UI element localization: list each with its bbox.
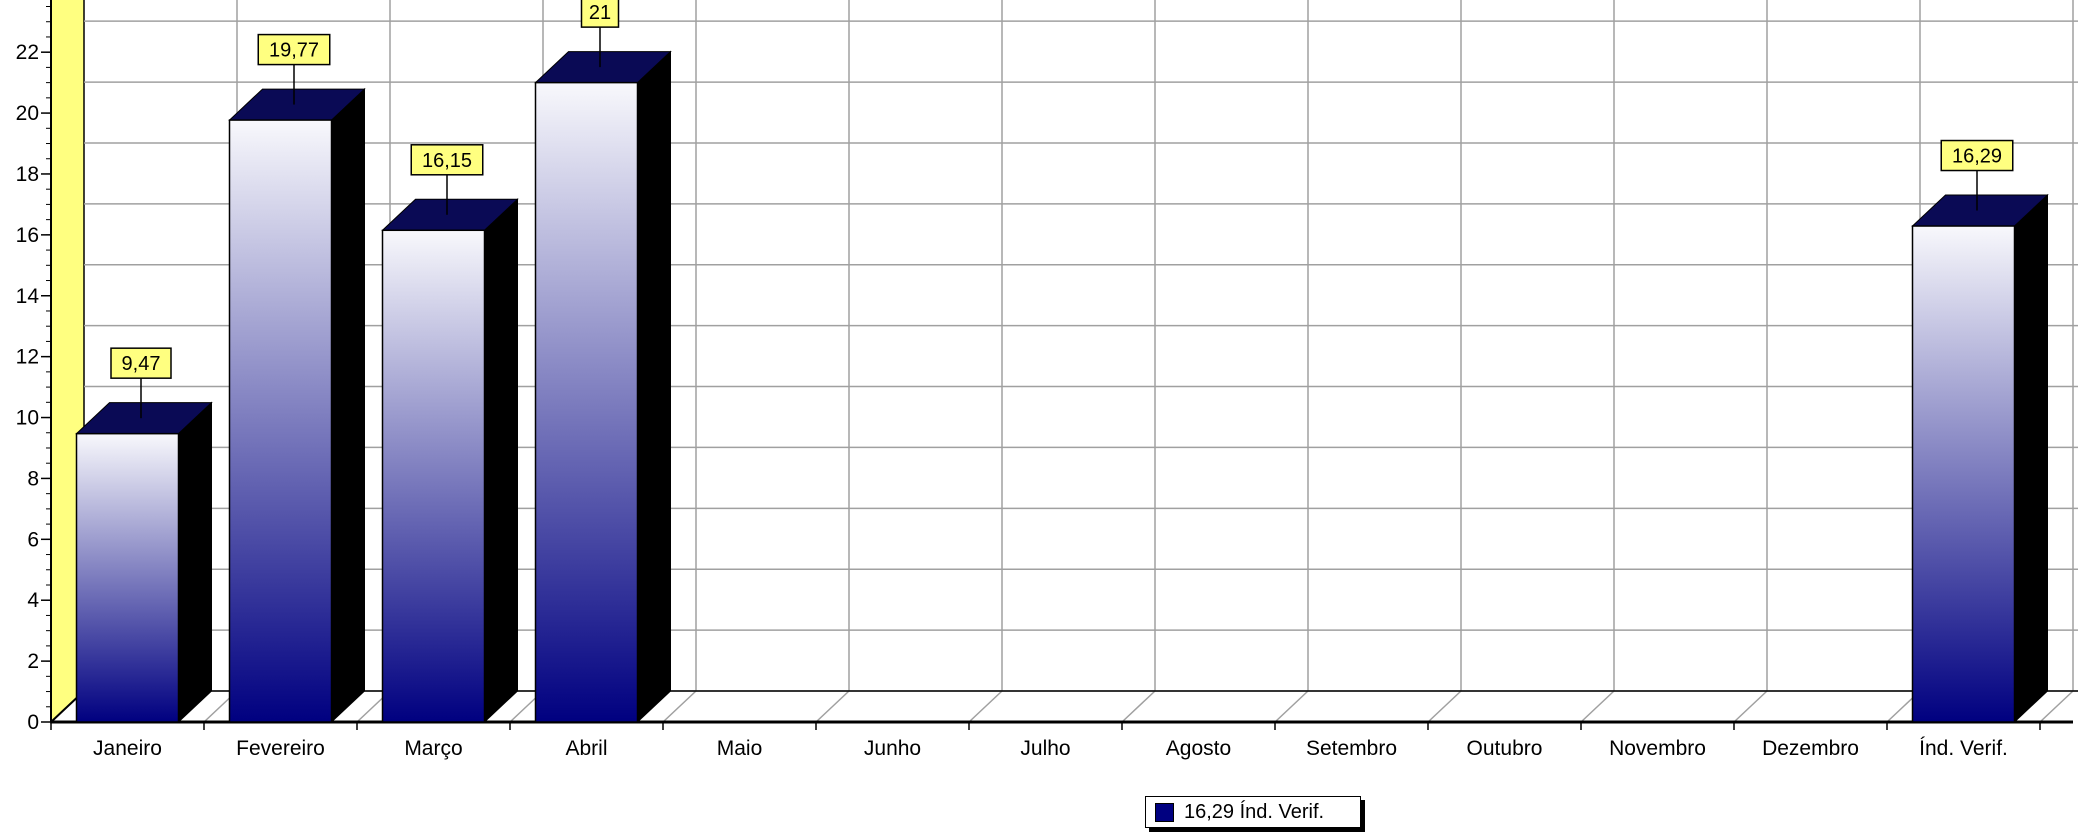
- data-label: 9,47: [110, 347, 172, 419]
- data-label: 16,15: [410, 144, 484, 215]
- x-tick-label: Agosto: [1166, 737, 1231, 760]
- legend: 16,29 Índ. Verif.: [1145, 796, 1361, 828]
- data-label: 21: [580, 0, 620, 68]
- bar: [534, 50, 672, 724]
- floor-gridline: [1121, 690, 1156, 723]
- legend-swatch: [1155, 802, 1174, 822]
- x-tick-label: Dezembro: [1762, 737, 1859, 760]
- bar-front: [228, 119, 333, 723]
- data-label-box: [110, 347, 172, 379]
- bar: [1911, 193, 2049, 724]
- floor-gridline: [2039, 690, 2074, 723]
- floor-gridline: [968, 690, 1003, 723]
- y-tick-label: 16: [16, 224, 39, 247]
- x-tick-label: Novembro: [1609, 737, 1706, 760]
- x-tick-label: Abril: [565, 737, 607, 760]
- data-label-text: 19,77: [269, 40, 319, 62]
- data-label: 16,29: [1940, 139, 2014, 211]
- data-label-text: 16,29: [1952, 146, 2002, 168]
- floor-gridline: [662, 690, 697, 723]
- data-label: 19,77: [257, 33, 331, 105]
- bar-front: [75, 432, 180, 723]
- y-tick-label: 0: [27, 711, 39, 734]
- data-label-box: [257, 33, 331, 66]
- data-label-box: [1940, 139, 2014, 172]
- bar-front: [1911, 225, 2016, 723]
- bar-front: [534, 81, 639, 723]
- y-tick-label: 4: [27, 589, 39, 612]
- data-label-text: 9,47: [122, 353, 161, 375]
- bar: [228, 87, 366, 724]
- data-label-text: 21: [589, 2, 611, 24]
- y-tick-label: 10: [16, 407, 39, 430]
- x-tick-label: Janeiro: [93, 737, 162, 760]
- x-tick-label: Setembro: [1306, 737, 1397, 760]
- y-tick-label: 18: [16, 163, 39, 186]
- x-tick-label: Julho: [1020, 737, 1070, 760]
- floor-gridline: [1733, 690, 1768, 723]
- data-label-box: [410, 144, 484, 176]
- floor-gridline: [1580, 690, 1615, 723]
- x-tick-label: Fevereiro: [236, 737, 325, 760]
- bar-side: [331, 87, 365, 724]
- x-tick-label: Índ. Verif.: [1919, 737, 2008, 760]
- bar-side: [2014, 193, 2048, 724]
- bar-side: [484, 198, 518, 724]
- bar: [75, 401, 213, 724]
- x-tick-label: Maio: [717, 737, 763, 760]
- data-label-box: [580, 0, 620, 28]
- legend-label: 16,29 Índ. Verif.: [1184, 800, 1325, 823]
- bar-side: [178, 401, 212, 724]
- y-tick-label: 22: [16, 41, 39, 64]
- y-tick-label: 8: [27, 467, 39, 490]
- y-tick-label: 12: [16, 346, 39, 369]
- y-tick-label: 14: [16, 285, 40, 308]
- y-tick-label: 20: [16, 102, 39, 125]
- data-label-text: 16,15: [422, 150, 472, 172]
- y-tick-label: 2: [27, 650, 39, 673]
- bar: [381, 198, 519, 724]
- bar-side: [637, 50, 671, 724]
- floor-gridline: [815, 690, 850, 723]
- x-tick-label: Junho: [864, 737, 921, 760]
- x-tick-label: Outubro: [1467, 737, 1543, 760]
- y-tick-label: 6: [27, 528, 39, 551]
- bar-front: [381, 229, 486, 723]
- x-tick-label: Março: [404, 737, 462, 760]
- floor-gridline: [1427, 690, 1462, 723]
- floor-gridline: [1274, 690, 1309, 723]
